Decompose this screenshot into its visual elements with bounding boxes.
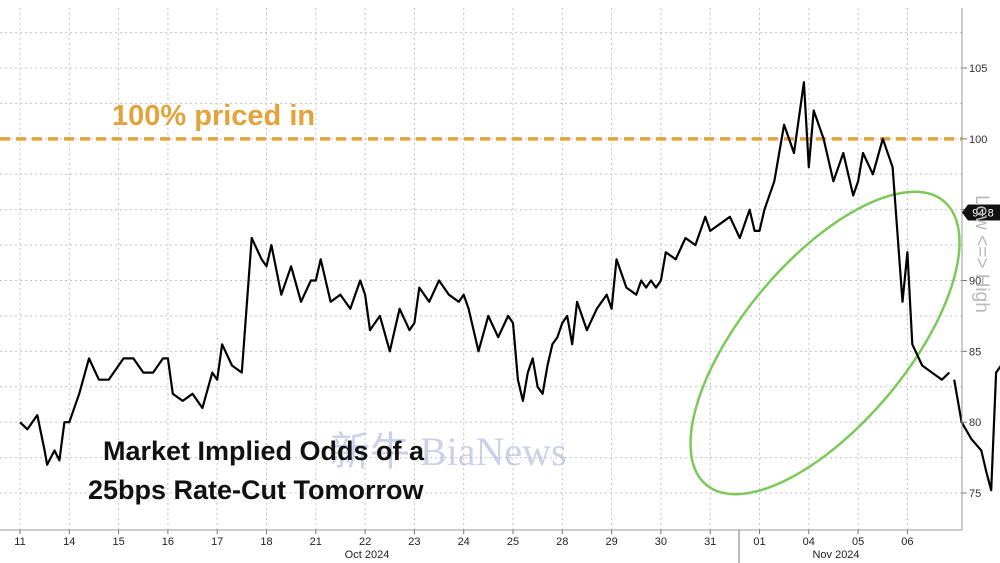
series-lines bbox=[19, 81, 1000, 492]
last-value-badge: 94.8 bbox=[962, 204, 1000, 221]
x-axis: Oct 2024 Nov 2024 11 14 15 16 17 18 21 22 23 24 25… bbox=[14, 530, 914, 563]
x-tick-label: 06 bbox=[901, 536, 913, 548]
chart-title-line-1: Market Implied Odds of a bbox=[103, 436, 425, 466]
x-tick-label: 16 bbox=[162, 536, 174, 548]
x-tick-label: 29 bbox=[605, 536, 617, 548]
gridlines bbox=[0, 8, 962, 530]
month-label-nov: Nov 2024 bbox=[812, 549, 859, 561]
x-tick-label: 31 bbox=[704, 536, 716, 548]
y-axis-label-group: Low <=> High bbox=[971, 195, 992, 313]
reference-line-label: 100% priced in bbox=[112, 100, 315, 132]
x-tick-label: 22 bbox=[359, 536, 371, 548]
chart-title-line-2: 25bps Rate-Cut Tomorrow bbox=[88, 475, 425, 505]
x-tick-label: 01 bbox=[753, 536, 765, 548]
watermark: 新牛 BiaNews bbox=[330, 429, 567, 474]
last-value-text: 94.8 bbox=[972, 208, 993, 220]
x-tick-label: 30 bbox=[655, 536, 667, 548]
reference-line-group: 100% priced in bbox=[0, 100, 962, 141]
x-tick-label: 24 bbox=[458, 536, 470, 548]
x-tick-label: 15 bbox=[112, 536, 124, 548]
x-tick-label: 23 bbox=[408, 536, 420, 548]
x-tick-label: 17 bbox=[211, 536, 223, 548]
y-axis-label: Low <=> High bbox=[971, 195, 992, 313]
month-label-oct: Oct 2024 bbox=[345, 549, 390, 561]
x-tick-label: 14 bbox=[63, 536, 75, 548]
last-value-marker bbox=[962, 204, 1000, 221]
x-tick-label: 28 bbox=[556, 536, 568, 548]
y-tick-label: 80 bbox=[969, 417, 981, 429]
x-tick-label: 04 bbox=[803, 536, 815, 548]
watermark-text: 新牛 BiaNews bbox=[330, 429, 567, 474]
y-tick-label: 105 bbox=[969, 63, 987, 75]
x-tick-label: 21 bbox=[310, 536, 322, 548]
x-tick-label: 25 bbox=[507, 536, 519, 548]
x-tick-label: 18 bbox=[260, 536, 272, 548]
highlight-ellipse bbox=[689, 190, 961, 496]
series-line-1 bbox=[19, 81, 951, 466]
chart-title: Market Implied Odds of a 25bps Rate-Cut … bbox=[88, 436, 425, 505]
plot-frame bbox=[0, 8, 963, 531]
x-tick-label: 11 bbox=[14, 536, 25, 548]
y-tick-label: 90 bbox=[969, 276, 981, 288]
x-tick-label: 05 bbox=[852, 536, 864, 548]
y-tick-label: 75 bbox=[969, 488, 981, 500]
y-tick-label: 100 bbox=[969, 134, 987, 146]
y-tick-label: 85 bbox=[969, 346, 981, 358]
highlight-ellipse-shape bbox=[689, 190, 961, 496]
